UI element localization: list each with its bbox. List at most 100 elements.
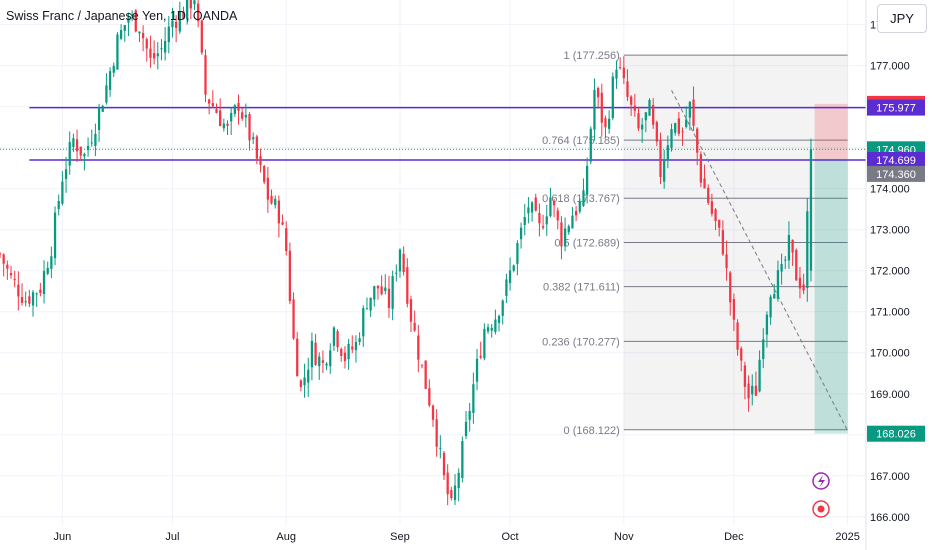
candle-body <box>83 153 86 157</box>
x-tick-label: Oct <box>501 531 518 543</box>
candle-body <box>50 256 53 269</box>
candle-body <box>468 410 471 420</box>
candle-body <box>167 26 170 43</box>
candle-body <box>241 112 244 119</box>
candle-body <box>549 197 552 217</box>
candle-body <box>574 211 578 216</box>
candle-body <box>406 267 409 304</box>
candle-body <box>508 270 512 284</box>
y-tick-label: 170.000 <box>870 348 910 360</box>
candle-body <box>17 284 20 297</box>
candle-body <box>630 96 633 105</box>
candle-body <box>461 441 464 478</box>
candle-body <box>505 279 508 296</box>
candle-body <box>732 299 736 320</box>
price-axis-tag <box>867 165 925 182</box>
candle-body <box>611 76 614 119</box>
candle-body <box>626 81 629 97</box>
candle-body <box>376 285 380 289</box>
fib-level-label: 0.5 (172.689) <box>554 237 619 249</box>
candle-body <box>596 88 600 98</box>
candle-body <box>35 293 38 295</box>
candle-body <box>773 294 776 299</box>
candle-body <box>387 288 391 308</box>
candle-body <box>736 322 739 350</box>
candle-body <box>108 71 112 90</box>
candle-body <box>589 128 592 162</box>
candle-body <box>582 190 585 206</box>
candle-body <box>571 215 574 229</box>
candle-body <box>637 113 640 129</box>
candle-body <box>86 145 90 151</box>
candle-body <box>318 356 321 367</box>
candle-body <box>633 105 636 111</box>
candle-body <box>274 199 277 206</box>
candle-body <box>252 137 255 140</box>
candle-body <box>75 139 79 152</box>
candle-body <box>703 178 706 189</box>
candle-body <box>119 30 123 39</box>
candle-body <box>413 322 416 331</box>
candle-body <box>417 335 420 360</box>
candle-body <box>332 327 336 346</box>
candle-body <box>373 286 376 300</box>
candle-body <box>292 299 295 339</box>
fib-level-label: 0.236 (170.277) <box>542 336 620 348</box>
candle-body <box>160 48 163 50</box>
candle-body <box>230 112 233 122</box>
candle-body <box>395 272 398 274</box>
candle-body <box>189 0 192 9</box>
candle-body <box>68 142 71 166</box>
candle-body <box>751 385 754 395</box>
candle-body <box>233 105 236 114</box>
candle-body <box>619 67 622 69</box>
candle-body <box>600 92 603 123</box>
x-tick-label: Nov <box>614 531 634 543</box>
candle-body <box>725 254 728 269</box>
candle-body <box>171 20 174 28</box>
candle-body <box>46 267 49 274</box>
candle-body <box>380 286 383 295</box>
candle-body <box>149 48 152 58</box>
candle-body <box>439 447 442 449</box>
candle-body <box>776 270 780 299</box>
candle-body <box>530 202 534 213</box>
fib-level-label: 0 (168.122) <box>564 425 620 437</box>
candle-body <box>152 53 156 59</box>
y-tick-label: 167.000 <box>870 471 910 483</box>
candle-body <box>42 271 46 295</box>
candle-body <box>362 308 365 337</box>
candle-body <box>53 212 57 259</box>
candle-body <box>464 421 468 437</box>
x-tick-label: Dec <box>724 531 744 543</box>
currency-selector[interactable]: JPY <box>877 4 927 33</box>
candle-body <box>677 118 680 134</box>
candle-body <box>204 55 207 95</box>
candle-body <box>424 360 427 389</box>
candle-body <box>9 273 13 276</box>
candle-body <box>431 405 435 420</box>
candle-body <box>501 300 504 316</box>
candle-body <box>486 327 490 332</box>
candle-body <box>123 25 126 31</box>
y-tick-label: 174.000 <box>870 184 910 196</box>
candle-body <box>369 297 372 311</box>
candle-body <box>699 154 703 183</box>
candle-body <box>222 123 225 129</box>
candle-body <box>670 129 673 148</box>
candle-body <box>270 195 273 204</box>
candle-body <box>442 452 446 476</box>
candle-body <box>178 11 181 32</box>
candle-body <box>402 253 405 273</box>
candle-body <box>663 160 666 182</box>
y-tick-label: 177.000 <box>870 61 910 73</box>
candle-body <box>802 284 805 291</box>
candle-body <box>754 385 758 396</box>
candle-body <box>329 350 332 367</box>
candle-body <box>787 235 791 261</box>
candle-body <box>652 104 655 125</box>
position-stop-zone <box>814 103 848 161</box>
y-tick-label: 169.000 <box>870 389 910 401</box>
candle-body <box>762 339 765 360</box>
